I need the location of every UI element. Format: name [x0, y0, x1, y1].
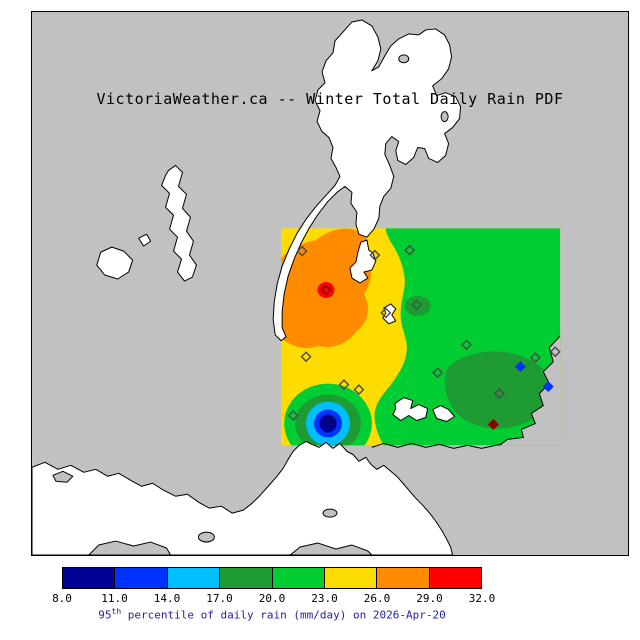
chart-title: VictoriaWeather.ca -- Winter Total Daily…: [96, 90, 564, 108]
rain-band-17-20-patch: [404, 295, 431, 316]
colorbar-caption: 95th percentile of daily rain (mm/day) o…: [62, 607, 482, 622]
strait-island: [197, 531, 215, 543]
colorbar-tick-label: 17.0: [206, 592, 233, 605]
colorbar-segment: [114, 567, 168, 589]
colorbar-tick-label: 29.0: [416, 592, 443, 605]
south-coastline: [371, 442, 502, 449]
station-marker: [320, 284, 332, 296]
colorbar-segment: [271, 567, 325, 589]
station-marker: [514, 361, 526, 373]
rain-minimum-core: [319, 414, 337, 433]
station-marker: [380, 307, 392, 319]
caption-ordinal: th: [111, 607, 122, 616]
station-marker: [404, 244, 416, 256]
station-marker: [542, 381, 554, 393]
south-shore-wedge-2: [289, 542, 373, 555]
colorbar-tick-label: 23.0: [311, 592, 338, 605]
station-marker: [369, 249, 381, 261]
colorbar-segment: [219, 567, 273, 589]
colorbar: [62, 567, 482, 589]
station-marker: [338, 379, 350, 391]
lake-chain: [161, 164, 197, 282]
station-marker: [461, 339, 473, 351]
station-markers: [287, 244, 561, 430]
east-sea-carve: [499, 335, 561, 446]
station-marker: [529, 352, 541, 364]
map-panel: [31, 11, 629, 556]
station-marker: [296, 245, 308, 257]
east-coastline: [499, 335, 561, 446]
station-marker: [493, 388, 505, 400]
colorbar-tick-label: 20.0: [258, 592, 286, 605]
rain-field-layer: [281, 228, 561, 446]
colorbar-segment: [428, 567, 482, 589]
race-rocks-island: [322, 508, 338, 518]
tod-inlet-hook: [349, 239, 377, 284]
colorbar-tick-label: 11.0: [101, 592, 128, 605]
harbour-east: [432, 405, 456, 422]
coastline-layer: [32, 19, 462, 555]
station-marker: [432, 367, 444, 379]
station-marker: [549, 346, 561, 358]
station-marker: [300, 351, 312, 363]
spit-island: [52, 470, 74, 483]
colorbar-segment: [166, 567, 221, 589]
lake-west: [96, 246, 134, 280]
station-marker: [487, 419, 499, 430]
strait-shape: [32, 440, 454, 555]
colorbar-segment: [376, 567, 430, 589]
colorbar-ticks: 8.0 11.0 14.0 17.0 20.0 23.0 26.0 29.0 32.0: [52, 592, 495, 606]
station-marker: [353, 384, 365, 396]
rain-maximum-core: [317, 282, 335, 298]
colorbar-tick-label: 26.0: [363, 592, 391, 605]
colorbar-tick-label: 32.0: [468, 592, 496, 605]
harbour-west: [392, 397, 429, 421]
colorbar-tick-label: 8.0: [52, 592, 72, 605]
colorbar-segment: [323, 567, 378, 589]
south-shore-wedge: [88, 540, 172, 555]
fjord-inlet-shape: [272, 19, 462, 342]
inlet-island: [398, 54, 410, 64]
colorbar-segment: [62, 567, 116, 589]
station-marker: [411, 299, 423, 311]
station-marker: [287, 410, 299, 421]
weather-map-svg: [32, 12, 628, 555]
caption-number: 95: [98, 608, 112, 622]
colorbar-tick-label: 14.0: [153, 592, 181, 605]
station-marker: [325, 415, 337, 426]
inlet-island-2: [440, 111, 449, 123]
caption-text: percentile of daily rain (mm/day) on 202…: [121, 608, 446, 622]
lake-small: [138, 233, 152, 247]
